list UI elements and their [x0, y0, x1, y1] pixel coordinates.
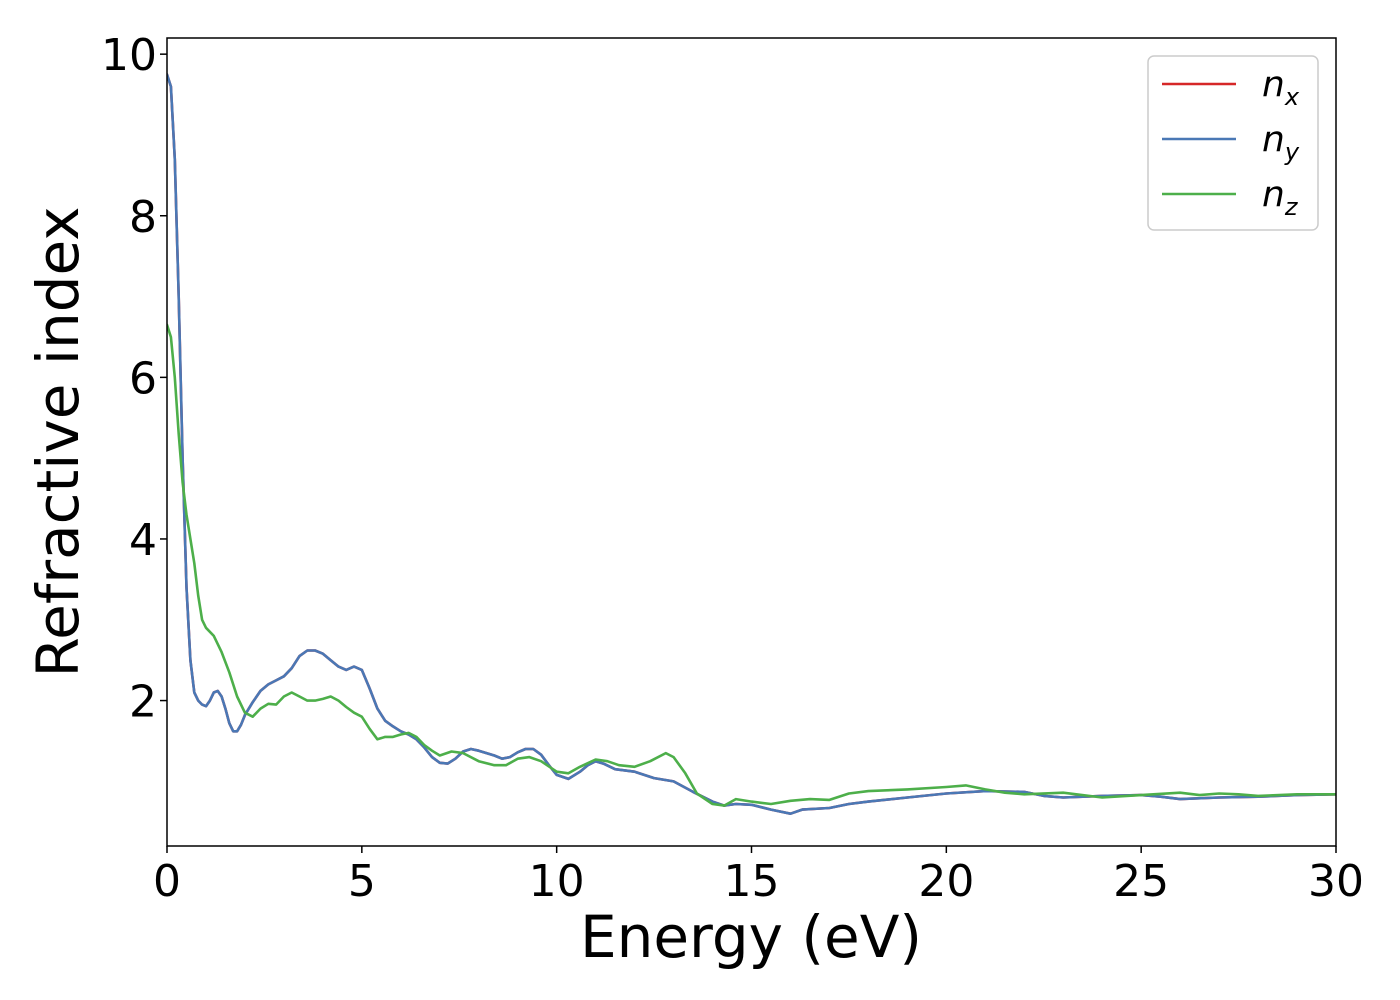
- series-line-n-z: [167, 323, 1336, 807]
- legend-label-subscript: y: [1284, 138, 1300, 166]
- legend-label-main: n: [1262, 174, 1285, 215]
- x-tick-label: 30: [1308, 856, 1364, 907]
- series-layer: [167, 73, 1336, 815]
- legend-label-subscript: z: [1284, 193, 1299, 221]
- y-tick-label: 4: [129, 515, 157, 566]
- y-axis: 2 4 6 8 10: [101, 30, 167, 728]
- legend-box: [1147, 55, 1319, 231]
- y-tick-label: 6: [129, 353, 157, 404]
- legend-label-main: n: [1262, 64, 1285, 105]
- x-tick-label: 25: [1113, 856, 1169, 907]
- legend-label-subscript: x: [1284, 83, 1300, 111]
- legend-label-n-x: nx: [1262, 64, 1300, 111]
- y-tick-label: 10: [101, 30, 157, 81]
- x-tick-label: 5: [348, 856, 376, 907]
- legend-label-n-z: nz: [1262, 174, 1299, 221]
- x-tick-label: 0: [153, 856, 181, 907]
- x-axis-label: Energy (eV): [580, 903, 922, 971]
- x-tick-label: 20: [918, 856, 974, 907]
- y-axis-label: Refractive index: [24, 206, 92, 677]
- x-tick-label: 10: [529, 856, 585, 907]
- x-axis: 0 5 10 15 20 25 30: [153, 846, 1364, 907]
- y-tick-label: 2: [129, 677, 157, 728]
- x-tick-label: 15: [724, 856, 780, 907]
- legend-label-main: n: [1262, 119, 1285, 160]
- legend-label-n-y: ny: [1262, 119, 1300, 166]
- y-tick-label: 8: [129, 192, 157, 243]
- series-line-n-y: [167, 73, 1336, 815]
